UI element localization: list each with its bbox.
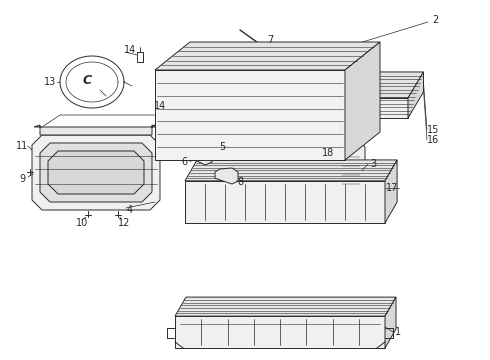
Polygon shape — [40, 143, 152, 202]
Text: 13: 13 — [44, 77, 56, 87]
Polygon shape — [175, 316, 385, 348]
Polygon shape — [212, 125, 226, 137]
Polygon shape — [270, 46, 338, 74]
Text: 7: 7 — [267, 35, 273, 45]
Text: 4: 4 — [127, 205, 133, 215]
Text: 15: 15 — [427, 125, 439, 135]
Polygon shape — [155, 70, 345, 160]
Polygon shape — [385, 297, 396, 348]
Polygon shape — [185, 181, 385, 223]
Polygon shape — [191, 147, 214, 165]
Text: 9: 9 — [19, 174, 25, 184]
Polygon shape — [215, 168, 238, 184]
Polygon shape — [205, 120, 232, 142]
Text: 16: 16 — [427, 135, 439, 145]
Polygon shape — [345, 42, 380, 160]
Text: 2: 2 — [432, 15, 438, 25]
Text: 14: 14 — [124, 45, 136, 55]
Polygon shape — [385, 160, 397, 223]
FancyBboxPatch shape — [337, 145, 365, 196]
Text: 11: 11 — [16, 141, 28, 151]
Polygon shape — [32, 135, 160, 210]
Text: 12: 12 — [118, 218, 130, 228]
Text: 1: 1 — [395, 327, 401, 337]
Text: 10: 10 — [76, 218, 88, 228]
Polygon shape — [175, 297, 396, 316]
Polygon shape — [183, 98, 408, 118]
Polygon shape — [48, 151, 144, 194]
Text: 17: 17 — [386, 183, 398, 193]
Polygon shape — [408, 72, 423, 118]
Text: 8: 8 — [237, 177, 243, 187]
Text: 5: 5 — [219, 142, 225, 152]
Text: 6: 6 — [181, 157, 187, 167]
Polygon shape — [155, 42, 380, 70]
Polygon shape — [34, 125, 158, 135]
Polygon shape — [183, 72, 423, 98]
Polygon shape — [185, 160, 397, 181]
Text: 3: 3 — [370, 159, 376, 169]
Text: 14: 14 — [154, 101, 166, 111]
Text: 18: 18 — [322, 148, 334, 158]
Text: C: C — [82, 73, 92, 86]
